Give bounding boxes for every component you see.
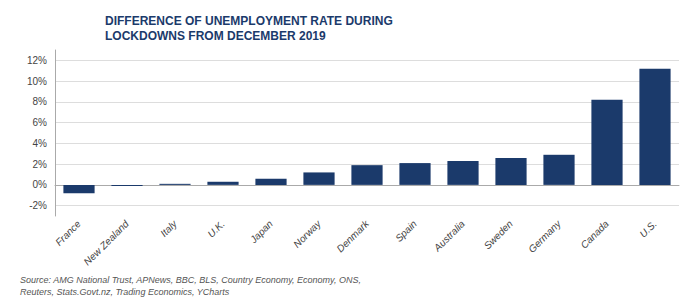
svg-text:Denmark: Denmark	[334, 217, 371, 254]
svg-text:DIFFERENCE OF UNEMPLOYMENT RAT: DIFFERENCE OF UNEMPLOYMENT RATE DURING	[105, 14, 393, 28]
svg-text:Germany: Germany	[526, 217, 564, 255]
svg-text:Reuters, Stats.Govt.nz, Tradin: Reuters, Stats.Govt.nz, Trading Economic…	[20, 287, 230, 297]
svg-text:Sweden: Sweden	[482, 218, 516, 252]
svg-text:U.K.: U.K.	[205, 218, 227, 240]
svg-text:Italy: Italy	[158, 217, 179, 238]
svg-text:Japan: Japan	[247, 218, 275, 246]
svg-text:Australia: Australia	[431, 218, 467, 254]
svg-text:LOCKDOWNS FROM DECEMBER 2019: LOCKDOWNS FROM DECEMBER 2019	[105, 29, 326, 43]
svg-text:2%: 2%	[33, 159, 48, 170]
svg-text:12%: 12%	[27, 55, 47, 66]
svg-text:Norway: Norway	[291, 217, 323, 249]
svg-text:0%: 0%	[33, 179, 48, 190]
svg-text:10%: 10%	[27, 76, 47, 87]
svg-text:Canada: Canada	[578, 218, 611, 251]
svg-text:-2%: -2%	[29, 200, 47, 211]
svg-text:New Zealand: New Zealand	[82, 218, 132, 268]
svg-text:U.S.: U.S.	[637, 218, 659, 240]
svg-text:8%: 8%	[33, 96, 48, 107]
svg-text:Spain: Spain	[393, 218, 419, 244]
svg-text:Source: AMG National Trust, AP: Source: AMG National Trust, APNews, BBC,…	[20, 275, 361, 285]
svg-text:6%: 6%	[33, 117, 48, 128]
svg-text:France: France	[53, 218, 83, 248]
svg-text:4%: 4%	[33, 138, 48, 149]
